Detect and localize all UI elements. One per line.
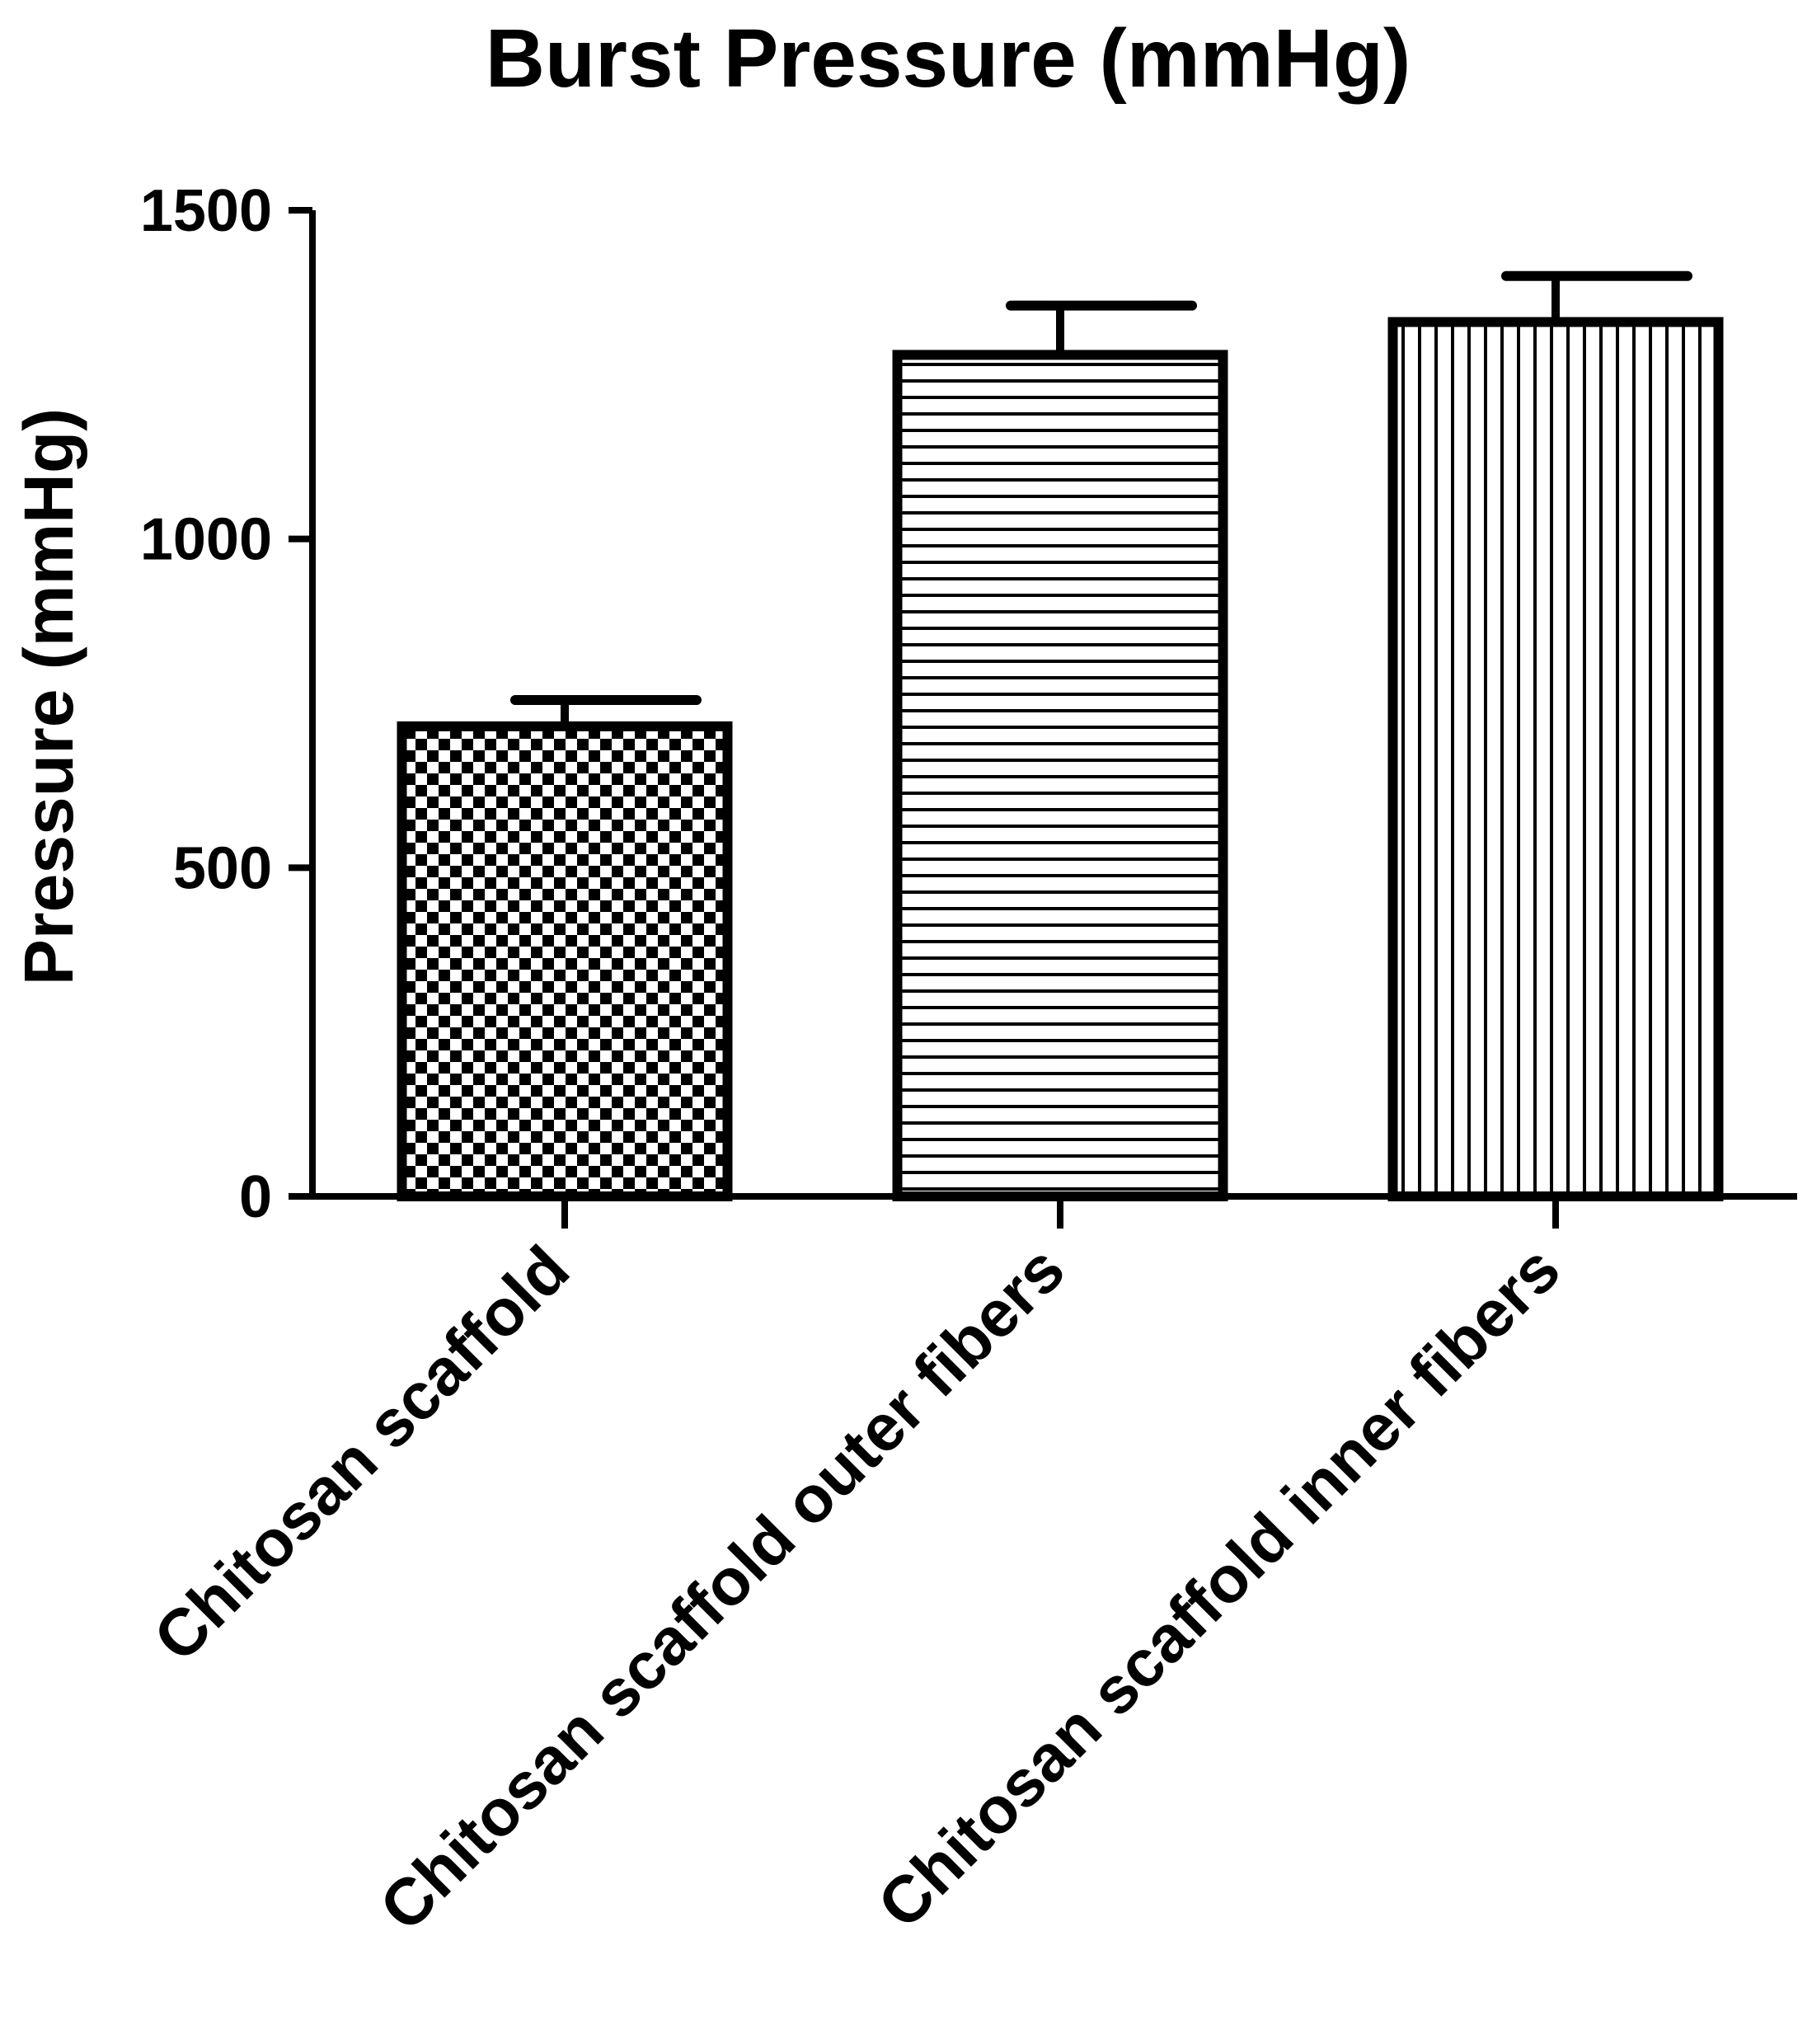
bars <box>397 317 1724 1202</box>
y-tick-label: 500 <box>173 835 272 901</box>
bar <box>892 350 1228 1201</box>
y-axis-label: Pressure (mmHg) <box>10 408 87 985</box>
y-tick-label: 1000 <box>140 507 272 573</box>
error-bars <box>510 270 1692 726</box>
chart-title: Burst Pressure (mmHg) <box>486 12 1411 105</box>
y-ticks: 0 500 1000 1500 <box>140 178 312 1230</box>
y-tick-label: 0 <box>239 1164 272 1230</box>
y-tick-label: 1500 <box>140 178 272 244</box>
x-ticks <box>561 1196 1559 1229</box>
category-label: Chitosan scaffold <box>139 1232 583 1675</box>
bar <box>1387 317 1724 1202</box>
bar <box>397 721 733 1201</box>
